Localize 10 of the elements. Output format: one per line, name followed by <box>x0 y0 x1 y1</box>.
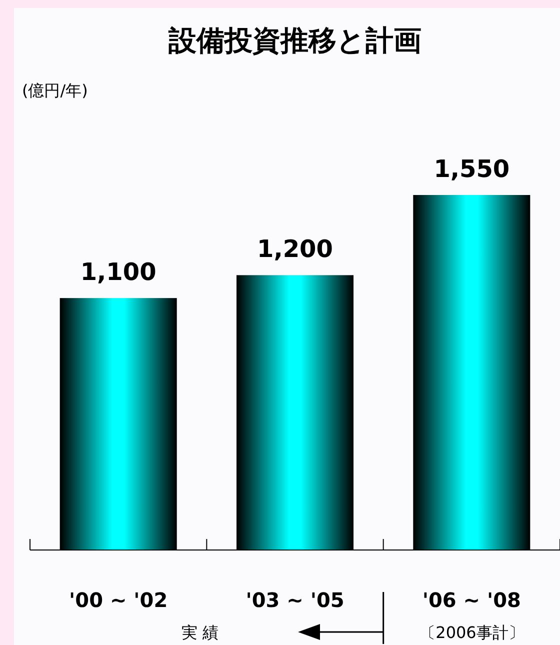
x-tick-label: '03 ~ '05 <box>246 588 344 612</box>
x-tick-label: '06 ~ '08 <box>422 588 521 612</box>
x-tick-label: '00 ~ '02 <box>69 588 168 612</box>
data-label: 1,100 <box>80 258 156 286</box>
text: (億円/年) <box>22 81 88 100</box>
text: 実 績 <box>181 623 219 642</box>
data-label: 1,200 <box>257 235 333 264</box>
data-label: 1,550 <box>434 155 510 183</box>
chart-title: 設備投資推移と計画 <box>168 24 422 57</box>
text: 〔2006事計〕 <box>420 623 524 642</box>
